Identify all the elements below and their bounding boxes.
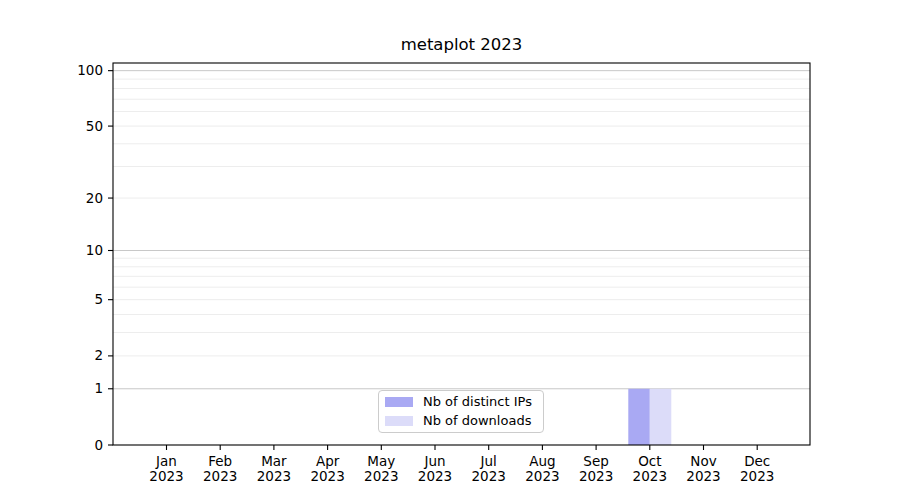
legend-swatch-distinct-ips — [385, 397, 413, 407]
x-tick-label-year-aug-2023: 2023 — [525, 468, 559, 484]
y-tick-label-1: 1 — [94, 380, 103, 396]
y-tick-label-50: 50 — [86, 118, 103, 134]
legend-label-downloads: Nb of downloads — [423, 413, 531, 429]
plot-border — [113, 63, 810, 445]
x-tick-label-month-jan: Jan — [155, 453, 177, 469]
y-tick-label-5: 5 — [94, 291, 103, 307]
x-tick-label-month-nov: Nov — [690, 453, 716, 469]
x-tick-label-year-nov-2023: 2023 — [686, 468, 720, 484]
figure: metaplot 2023 0125102050100Jan2023Feb202… — [0, 0, 900, 500]
x-tick-label-month-oct: Oct — [638, 453, 661, 469]
x-tick-label-month-jun: Jun — [423, 453, 445, 469]
x-tick-label-month-sep: Sep — [583, 453, 608, 469]
x-tick-label-month-may: May — [367, 453, 395, 469]
x-tick-label-year-mar-2023: 2023 — [257, 468, 291, 484]
x-tick-label-month-jul: Jul — [480, 453, 497, 469]
x-tick-label-year-sep-2023: 2023 — [579, 468, 613, 484]
y-tick-label-20: 20 — [86, 190, 103, 206]
bar-nb-of-distinct-ips-oct-2023 — [628, 389, 650, 445]
bar-nb-of-downloads-oct-2023 — [650, 389, 672, 445]
y-tick-label-10: 10 — [86, 242, 103, 258]
y-tick-label-0: 0 — [94, 437, 103, 453]
x-tick-label-year-jul-2023: 2023 — [472, 468, 506, 484]
x-tick-label-year-apr-2023: 2023 — [310, 468, 344, 484]
x-tick-label-year-oct-2023: 2023 — [633, 468, 667, 484]
y-tick-label-2: 2 — [94, 347, 103, 363]
legend-label-distinct-ips: Nb of distinct IPs — [423, 394, 532, 410]
legend-swatch-downloads — [385, 416, 413, 426]
legend: Nb of distinct IPs Nb of downloads — [378, 390, 544, 433]
x-tick-label-year-dec-2023: 2023 — [740, 468, 774, 484]
x-tick-label-month-feb: Feb — [208, 453, 232, 469]
x-tick-label-month-dec: Dec — [744, 453, 770, 469]
x-tick-label-year-jan-2023: 2023 — [149, 468, 183, 484]
legend-item-distinct-ips: Nb of distinct IPs — [385, 394, 537, 410]
legend-item-downloads: Nb of downloads — [385, 413, 537, 429]
x-tick-label-month-apr: Apr — [316, 453, 340, 469]
x-tick-label-year-may-2023: 2023 — [364, 468, 398, 484]
x-tick-label-month-mar: Mar — [261, 453, 287, 469]
y-tick-label-100: 100 — [77, 62, 103, 78]
x-tick-label-month-aug: Aug — [529, 453, 555, 469]
x-tick-label-year-feb-2023: 2023 — [203, 468, 237, 484]
x-tick-label-year-jun-2023: 2023 — [418, 468, 452, 484]
